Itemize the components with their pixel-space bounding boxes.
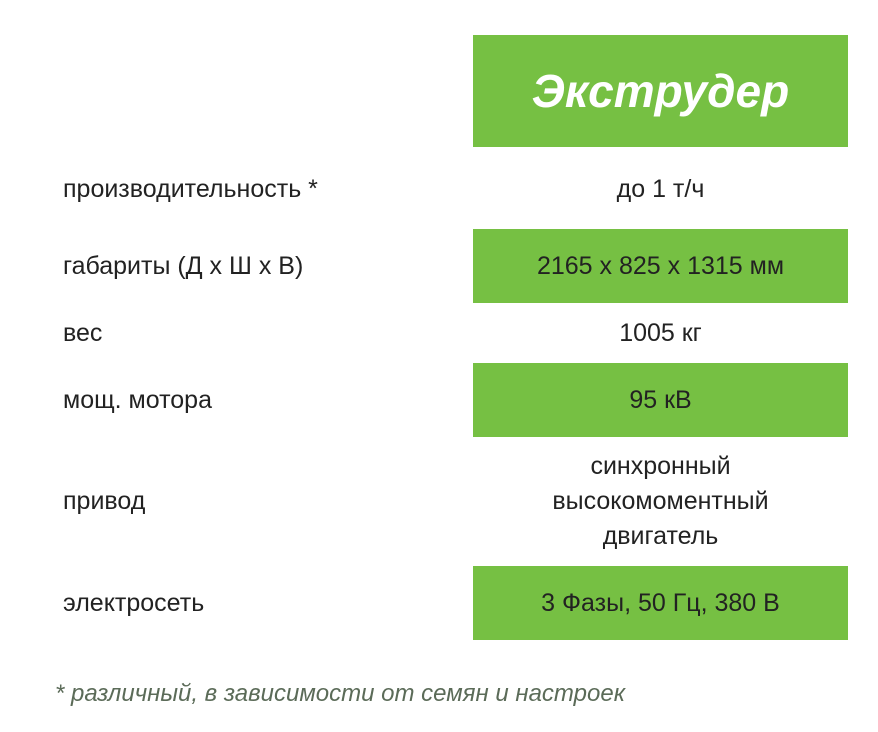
spec-row: привод синхронный высокомоментный двигат…: [0, 440, 878, 562]
spec-value: 3 Фазы, 50 Гц, 380 В: [473, 566, 848, 640]
spec-value: синхронный высокомоментный двигатель: [552, 451, 769, 550]
spec-label: производительность *: [63, 174, 318, 203]
spec-row: вес 1005 кг: [0, 306, 878, 360]
spec-value: 95 кВ: [473, 363, 848, 437]
footnote: * различный, в зависимости от семян и на…: [55, 680, 626, 707]
spec-value: до 1 т/ч: [616, 174, 705, 203]
spec-row: габариты (Д х Ш х В) 2165 х 825 х 1315 м…: [0, 229, 878, 303]
spec-value: 2165 х 825 х 1315 мм: [473, 229, 848, 303]
product-title: Экструдер: [531, 65, 790, 117]
spec-row: электросеть 3 Фазы, 50 Гц, 380 В: [0, 566, 878, 640]
spec-label: габариты (Д х Ш х В): [63, 251, 304, 280]
product-header: Экструдер: [473, 35, 848, 147]
spec-label: вес: [63, 318, 103, 347]
spec-label: привод: [63, 486, 146, 515]
spec-row: мощ. мотора 95 кВ: [0, 363, 878, 437]
spec-row: производительность * до 1 т/ч: [0, 152, 878, 226]
spec-value: 1005 кг: [619, 318, 702, 347]
spec-label: мощ. мотора: [63, 385, 212, 414]
spec-label: электросеть: [63, 588, 205, 617]
